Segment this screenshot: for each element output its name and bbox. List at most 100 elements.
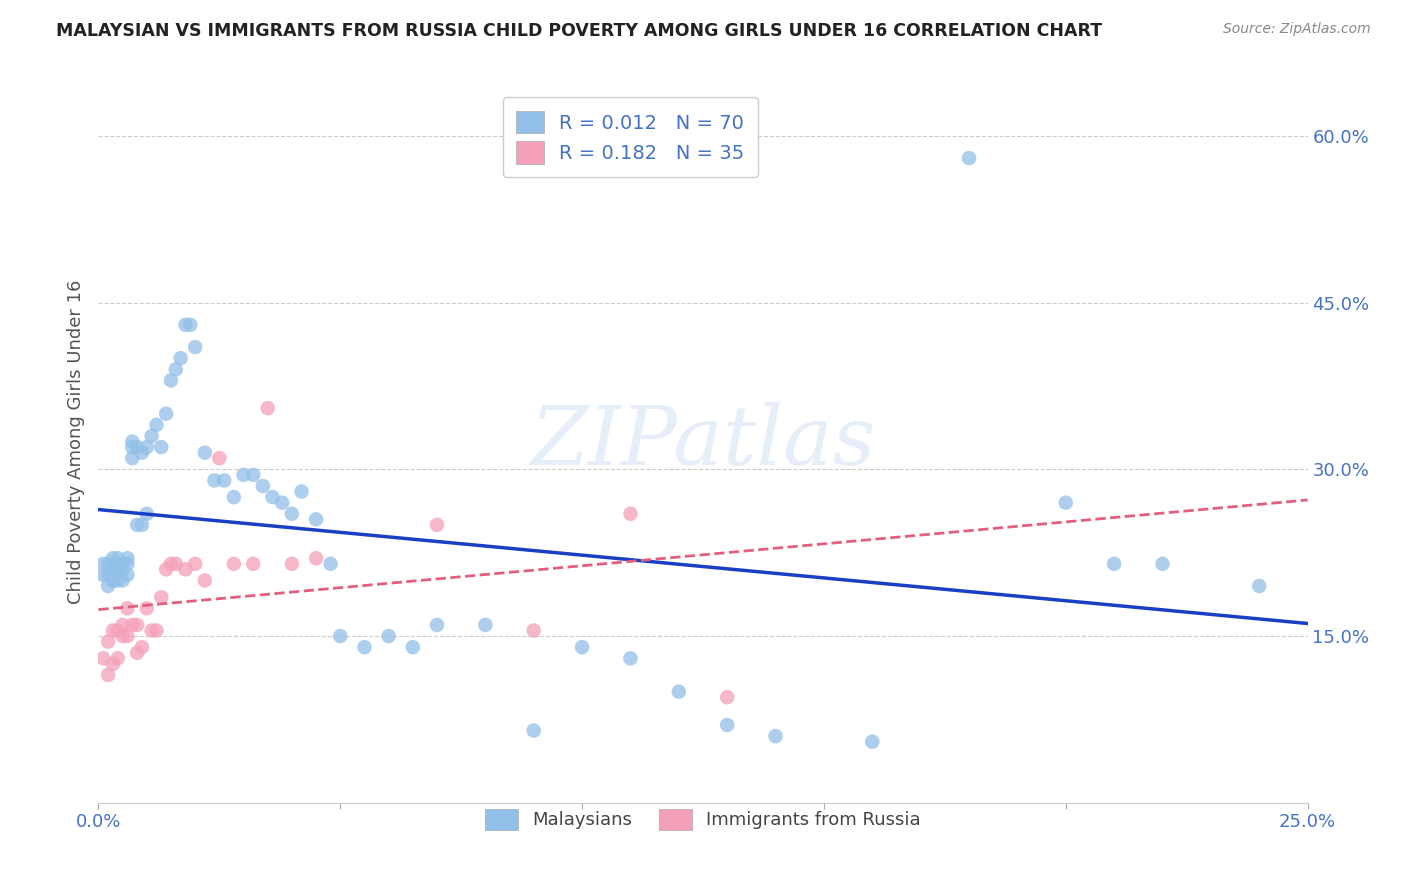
Point xyxy=(242,557,264,571)
Point xyxy=(523,723,546,738)
Point xyxy=(716,718,738,732)
Point xyxy=(101,574,124,588)
Point xyxy=(290,484,312,499)
Point xyxy=(141,429,163,443)
Point xyxy=(131,445,153,459)
Point xyxy=(97,568,120,582)
Point xyxy=(281,557,304,571)
Point xyxy=(212,474,235,488)
Point xyxy=(101,562,124,576)
Point xyxy=(523,624,546,638)
Point xyxy=(117,601,139,615)
Point xyxy=(127,440,149,454)
Point xyxy=(127,618,149,632)
Point xyxy=(111,618,134,632)
Point xyxy=(121,451,143,466)
Point xyxy=(135,440,157,454)
Point xyxy=(305,512,328,526)
Point xyxy=(101,657,124,671)
Point xyxy=(619,651,641,665)
Point xyxy=(107,557,129,571)
Point xyxy=(111,562,134,576)
Point xyxy=(353,640,375,655)
Point xyxy=(127,517,149,532)
Point xyxy=(174,562,197,576)
Point xyxy=(155,562,177,576)
Point xyxy=(716,690,738,705)
Text: Source: ZipAtlas.com: Source: ZipAtlas.com xyxy=(1223,22,1371,37)
Point xyxy=(107,551,129,566)
Point xyxy=(242,467,264,482)
Point xyxy=(111,629,134,643)
Point xyxy=(91,651,114,665)
Point xyxy=(184,557,207,571)
Point xyxy=(97,579,120,593)
Point xyxy=(150,590,173,604)
Point xyxy=(619,507,641,521)
Point xyxy=(474,618,496,632)
Point xyxy=(141,624,163,638)
Point xyxy=(145,624,167,638)
Point xyxy=(127,646,149,660)
Point xyxy=(184,340,207,354)
Point xyxy=(765,729,787,743)
Point xyxy=(222,490,245,504)
Y-axis label: Child Poverty Among Girls Under 16: Child Poverty Among Girls Under 16 xyxy=(66,279,84,604)
Point xyxy=(97,634,120,648)
Point xyxy=(281,507,304,521)
Point xyxy=(208,451,231,466)
Point xyxy=(1249,579,1271,593)
Point xyxy=(111,574,134,588)
Text: ZIPatlas: ZIPatlas xyxy=(530,401,876,482)
Point xyxy=(179,318,201,332)
Point xyxy=(101,568,124,582)
Point xyxy=(668,684,690,698)
Point xyxy=(97,668,120,682)
Point xyxy=(117,629,139,643)
Point xyxy=(111,557,134,571)
Point xyxy=(204,474,226,488)
Point xyxy=(131,640,153,655)
Point xyxy=(426,517,449,532)
Point xyxy=(329,629,352,643)
Point xyxy=(121,618,143,632)
Point xyxy=(121,434,143,449)
Point xyxy=(256,401,278,416)
Point xyxy=(107,651,129,665)
Point xyxy=(135,507,157,521)
Point xyxy=(377,629,399,643)
Text: MALAYSIAN VS IMMIGRANTS FROM RUSSIA CHILD POVERTY AMONG GIRLS UNDER 16 CORRELATI: MALAYSIAN VS IMMIGRANTS FROM RUSSIA CHIL… xyxy=(56,22,1102,40)
Point xyxy=(160,373,183,387)
Point xyxy=(91,568,114,582)
Point xyxy=(165,362,187,376)
Point xyxy=(117,568,139,582)
Point xyxy=(169,351,191,366)
Point xyxy=(91,557,114,571)
Legend: Malaysians, Immigrants from Russia: Malaysians, Immigrants from Russia xyxy=(478,802,928,837)
Point xyxy=(1152,557,1174,571)
Point xyxy=(145,417,167,432)
Point xyxy=(860,734,883,748)
Point xyxy=(165,557,187,571)
Point xyxy=(121,440,143,454)
Point xyxy=(101,551,124,566)
Point xyxy=(271,496,294,510)
Point xyxy=(232,467,254,482)
Point xyxy=(117,557,139,571)
Point xyxy=(174,318,197,332)
Point xyxy=(150,440,173,454)
Point xyxy=(107,624,129,638)
Point xyxy=(155,407,177,421)
Point xyxy=(194,574,217,588)
Point xyxy=(1054,496,1077,510)
Point xyxy=(426,618,449,632)
Point xyxy=(117,551,139,566)
Point xyxy=(402,640,425,655)
Point xyxy=(571,640,593,655)
Point xyxy=(957,151,980,165)
Point xyxy=(305,551,328,566)
Point xyxy=(107,574,129,588)
Point xyxy=(194,445,217,459)
Point xyxy=(101,574,124,588)
Point xyxy=(97,557,120,571)
